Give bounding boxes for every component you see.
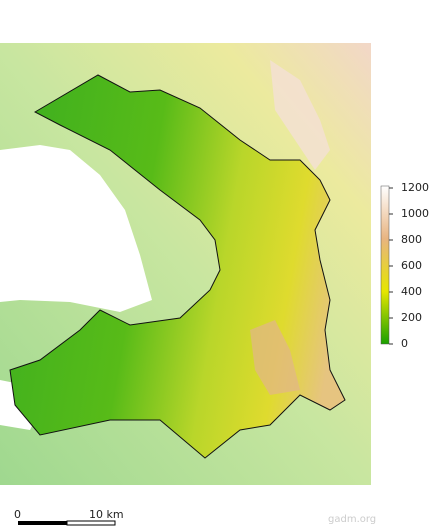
scale-label: 0 [14,508,21,521]
credit: gadm.org [328,514,376,525]
highland [250,320,300,395]
tick-label: 1200 [401,181,429,194]
tick-label: 1000 [401,207,429,220]
tick-label: 0 [401,337,408,350]
lake [0,145,152,312]
scale-label: 10 km [89,508,124,521]
tick-label: 800 [401,233,422,246]
scale-segment [18,521,67,525]
scale-segment [66,520,116,526]
color-bar [380,185,390,345]
scale-bar: 0 10 km [14,508,124,526]
tick-label: 200 [401,311,422,324]
tick-label: 600 [401,259,422,272]
highland [270,60,330,170]
tick-label: 400 [401,285,422,298]
legend: 0 200 400 600 800 1000 1200 [380,181,429,350]
map [0,43,371,485]
